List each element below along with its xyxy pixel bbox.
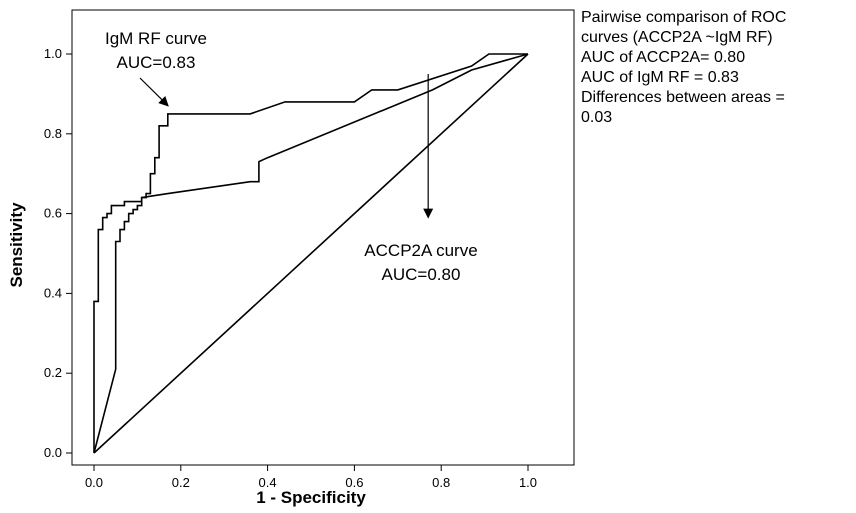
plot-frame (71, 9, 575, 466)
accp2a-annotation-line: ACCP2A curve (364, 241, 477, 260)
igm-rf-annotation-line: IgM RF curve (105, 29, 207, 48)
note-line: AUC of ACCP2A= 0.80 (581, 49, 746, 66)
y-tick-label: 0.8 (44, 126, 62, 141)
accp2a-annotation: ACCP2A curve AUC=0.80 (364, 241, 477, 284)
y-tick-label: 0.2 (44, 365, 62, 380)
x-tick-label: 0.8 (432, 475, 450, 490)
reference-diagonal-line (93, 53, 529, 454)
x-tick-label: 0.4 (259, 475, 277, 490)
note-line: Pairwise comparison of ROC (581, 9, 787, 26)
note-line: AUC of IgM RF = 0.83 (581, 69, 739, 86)
note-line: 0.03 (581, 109, 613, 126)
x-tick-label: 0.0 (85, 475, 103, 490)
accp2a-annotation-line: AUC=0.80 (382, 265, 461, 284)
igm-rf-arrow (139, 77, 169, 107)
note-line: curves (ACCP2A ~IgM RF) (581, 29, 773, 46)
x-tick-label: 0.2 (172, 475, 190, 490)
roc-chart: 0.0 0.2 0.4 0.6 0.8 1.0 0.0 0.2 0.4 0.6 0.8 1.0 IgM… (7, 9, 575, 507)
accp2a-roc-line (93, 53, 529, 454)
x-tick-label: 1.0 (519, 475, 537, 490)
pairwise-comparison-note: Pairwise comparison of ROC curves (ACCP2… (581, 8, 853, 128)
igm-rf-annotation: IgM RF curve AUC=0.83 (105, 29, 207, 72)
y-tick-label: 0.6 (44, 206, 62, 221)
note-line: Differences between areas = (581, 89, 785, 106)
igm-rf-roc-line (93, 53, 528, 453)
x-tick-label: 0.6 (345, 475, 363, 490)
x-axis-label: 1 - Specificity (256, 488, 366, 507)
y-tick-label: 1.0 (44, 46, 62, 61)
y-tick-label: 0.4 (44, 285, 62, 300)
y-tick-label: 0.0 (44, 445, 62, 460)
igm-rf-annotation-line: AUC=0.83 (117, 53, 196, 72)
y-axis-label: Sensitivity (7, 202, 26, 288)
